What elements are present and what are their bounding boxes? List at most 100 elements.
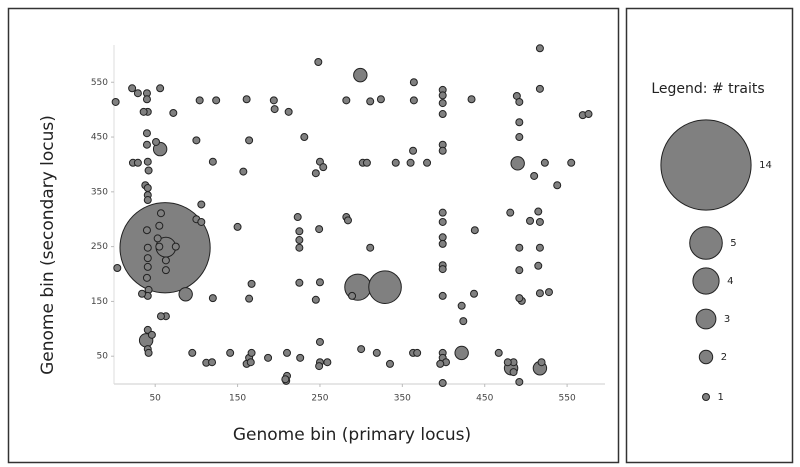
x-tick-label: 250 — [311, 394, 328, 404]
bubble — [142, 226, 151, 235]
bubble — [413, 348, 422, 357]
bubble — [372, 348, 381, 357]
bubble — [269, 96, 278, 105]
bubble — [133, 89, 142, 98]
bubble — [270, 105, 279, 114]
bubble — [293, 213, 302, 222]
bubble — [133, 158, 142, 167]
bubble — [535, 243, 544, 252]
bubble — [368, 270, 402, 304]
bubble — [535, 44, 544, 53]
bubble — [319, 163, 328, 172]
bubble — [438, 265, 447, 274]
bubble — [509, 368, 518, 377]
bubble — [515, 118, 524, 127]
legend-bubble — [702, 393, 710, 401]
x-axis-title: Genome bin (primary locus) — [233, 425, 471, 445]
y-axis-title: Genome bin (secondary locus) — [38, 115, 58, 375]
bubble — [535, 84, 544, 93]
bubble — [208, 358, 217, 367]
bubble — [526, 216, 535, 225]
legend-label: 5 — [730, 238, 736, 249]
legend-bubble — [695, 308, 717, 330]
bubble — [226, 348, 235, 357]
bubble — [436, 359, 445, 368]
bubble — [530, 171, 539, 180]
bubble — [161, 256, 170, 265]
x-tick-label: 450 — [476, 394, 493, 404]
bubble — [534, 261, 543, 270]
legend-label: 2 — [721, 352, 727, 363]
bubble — [143, 254, 152, 263]
legend-panel — [625, 7, 794, 464]
bubble — [470, 289, 479, 298]
bubble — [535, 289, 544, 298]
bubble — [438, 110, 447, 119]
bubble — [409, 146, 418, 155]
bubble — [357, 345, 366, 354]
bubble — [494, 348, 503, 357]
bubble — [295, 278, 304, 287]
bubble — [144, 348, 153, 357]
bubble — [315, 362, 324, 371]
bubble — [385, 359, 394, 368]
bubble — [212, 96, 221, 105]
bubble — [197, 200, 206, 209]
bubble — [323, 358, 332, 367]
bubble — [264, 353, 273, 362]
bubble — [537, 358, 546, 367]
bubble — [515, 243, 524, 252]
bubble — [553, 181, 562, 190]
legend-title: Legend: # traits — [651, 81, 764, 97]
bubble — [156, 84, 165, 93]
bubble — [143, 262, 152, 271]
bubble — [152, 137, 161, 146]
bubble — [315, 337, 324, 346]
bubble — [111, 97, 120, 106]
y-tick-label: 250 — [91, 242, 108, 252]
bubble — [169, 108, 178, 117]
bubble — [376, 95, 385, 104]
legend-bubble — [660, 119, 752, 211]
y-tick-label: 450 — [91, 133, 108, 143]
bubble — [283, 348, 292, 357]
bubble — [113, 263, 122, 272]
bubble — [192, 136, 201, 145]
bubble — [409, 96, 418, 105]
bubble — [459, 317, 468, 326]
bubble — [142, 273, 151, 282]
bubble — [208, 157, 217, 166]
bubble — [438, 146, 447, 155]
bubble — [544, 288, 553, 297]
bubble — [139, 107, 148, 116]
bubble — [467, 95, 476, 104]
bubble — [366, 243, 375, 252]
legend-label: 3 — [724, 314, 730, 325]
bubble — [246, 358, 255, 367]
legend-bubble — [692, 267, 720, 295]
bubble — [391, 158, 400, 167]
bubble — [143, 243, 152, 252]
bubble — [247, 348, 256, 357]
bubble — [128, 84, 137, 93]
y-tick-label: 550 — [91, 78, 108, 88]
bubble — [423, 158, 432, 167]
bubble — [245, 136, 254, 145]
bubble — [315, 225, 324, 234]
bubble — [300, 133, 309, 142]
legend-label: 4 — [727, 276, 733, 287]
bubble — [155, 242, 164, 251]
bubble — [142, 140, 151, 149]
bubble — [438, 99, 447, 108]
bubble — [438, 217, 447, 226]
bubble — [208, 294, 217, 303]
bubble — [438, 208, 447, 217]
bubble — [503, 358, 512, 367]
bubble — [409, 78, 418, 87]
bubble — [515, 294, 524, 303]
y-tick-label: 150 — [91, 297, 108, 307]
y-tick-label: 50 — [97, 352, 109, 362]
bubble — [348, 291, 357, 300]
bubble — [343, 216, 352, 225]
bubble — [161, 266, 170, 275]
